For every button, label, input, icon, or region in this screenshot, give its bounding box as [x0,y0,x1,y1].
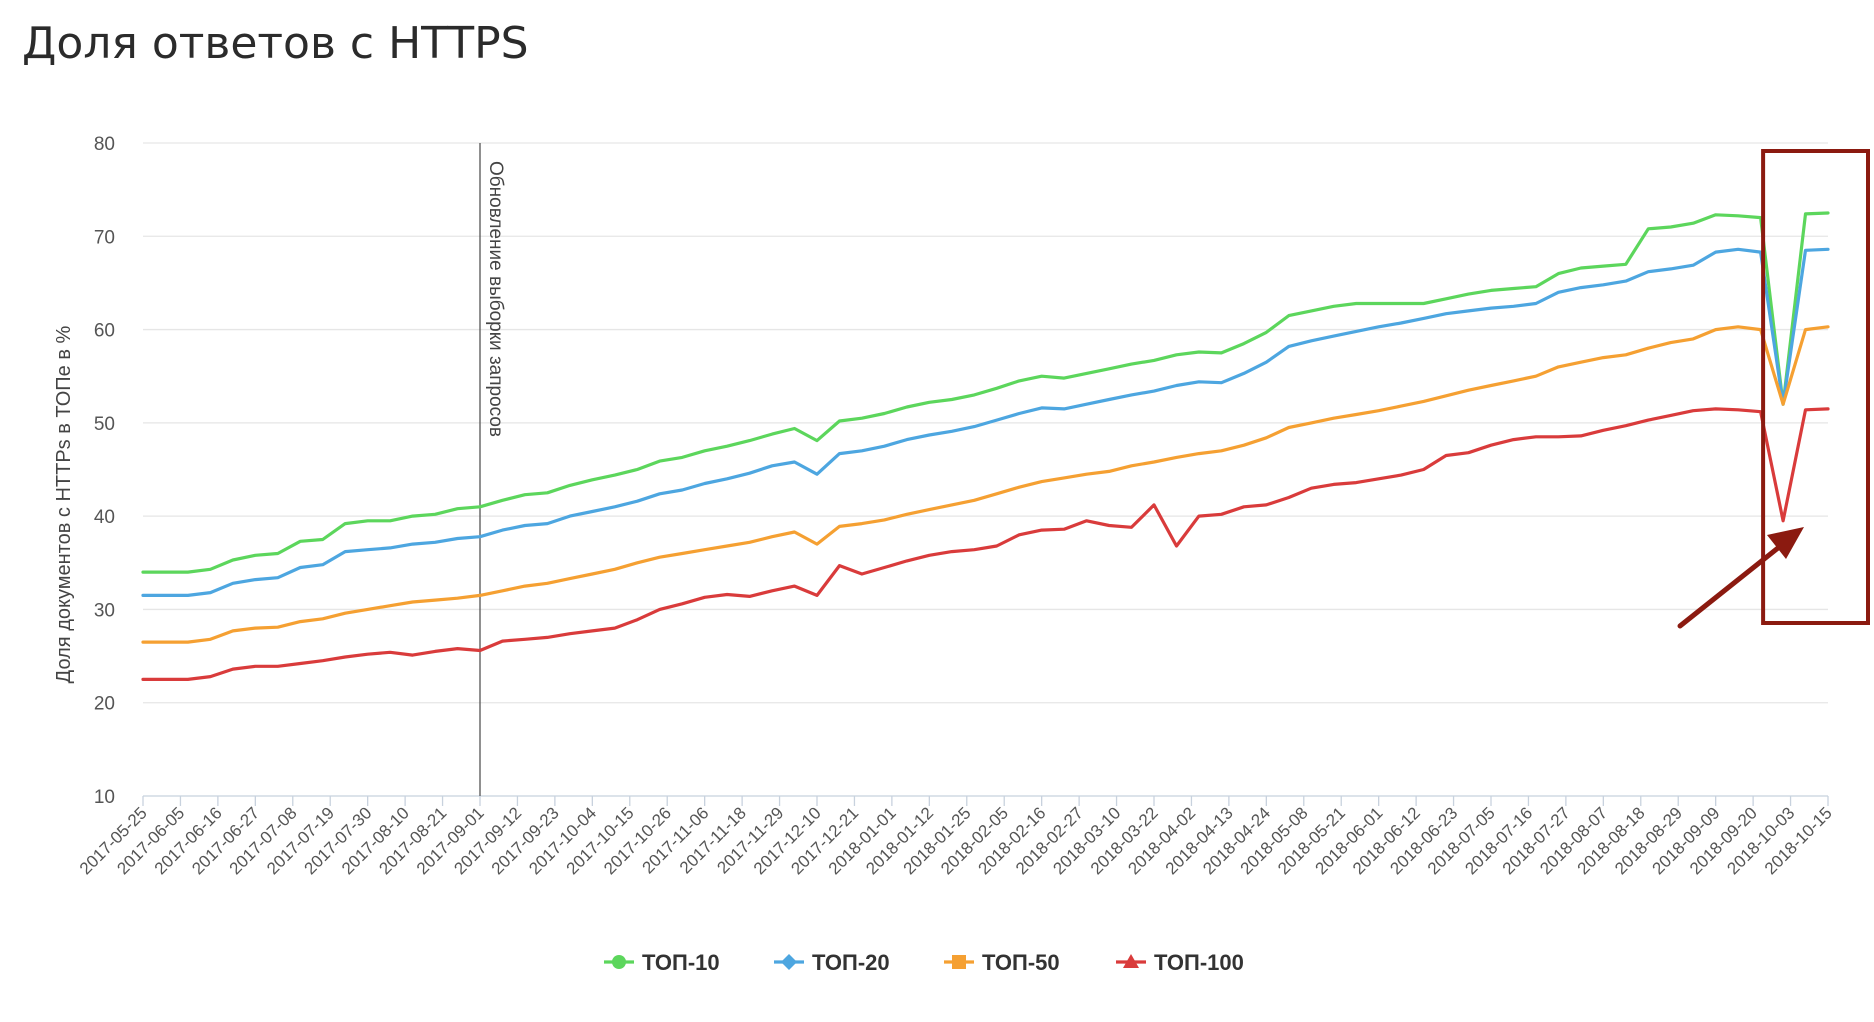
series-layer [141,211,1830,682]
y-tick-label: 10 [94,787,115,808]
legend-marker-square-icon [952,955,966,969]
y-axis-title: Доля документов с HTTPs в ТОПе в % [53,325,75,683]
y-tick-label: 80 [94,134,115,155]
legend-marker-diamond-icon [781,954,797,970]
highlight-box [1761,149,1870,625]
highlight-arrow-shaft [1677,545,1781,629]
legend: ТОП-10 ТОП-20 ТОП-50 ТОП-100 [604,950,1244,975]
legend-marker-circle-icon [612,955,626,969]
legend-label: ТОП-100 [1154,950,1244,975]
highlight-layer [1677,149,1870,629]
y-tick-label: 70 [94,227,115,248]
y-tick-label: 50 [94,414,115,435]
grid-layer [143,142,1828,797]
y-tick-label: 20 [94,694,115,715]
series-line-3 [141,325,1830,644]
legend-marker-triangle-icon [1123,954,1139,968]
chart-title: Доля ответов с HTTPS [22,18,529,69]
annotation-label: Обновление выборки запросов [485,161,506,437]
series-line-1 [141,211,1830,574]
y-axis: 10 20 30 40 50 60 70 80 Доля документов с HTTPs … [53,134,115,808]
legend-label: ТОП-20 [812,950,890,975]
series-line-2 [141,247,1830,598]
y-tick-label: 40 [94,507,115,528]
series-line-4 [141,407,1830,682]
x-axis: 2017-05-252017-06-052017-06-162017-06-27… [76,796,1836,878]
y-tick-label: 60 [94,321,115,342]
legend-label: ТОП-50 [982,950,1060,975]
y-tick-label: 30 [94,600,115,621]
annotation-layer: Обновление выборки запросов [479,143,506,796]
highlight-arrow-head [1767,527,1804,559]
legend-label: ТОП-10 [642,950,720,975]
